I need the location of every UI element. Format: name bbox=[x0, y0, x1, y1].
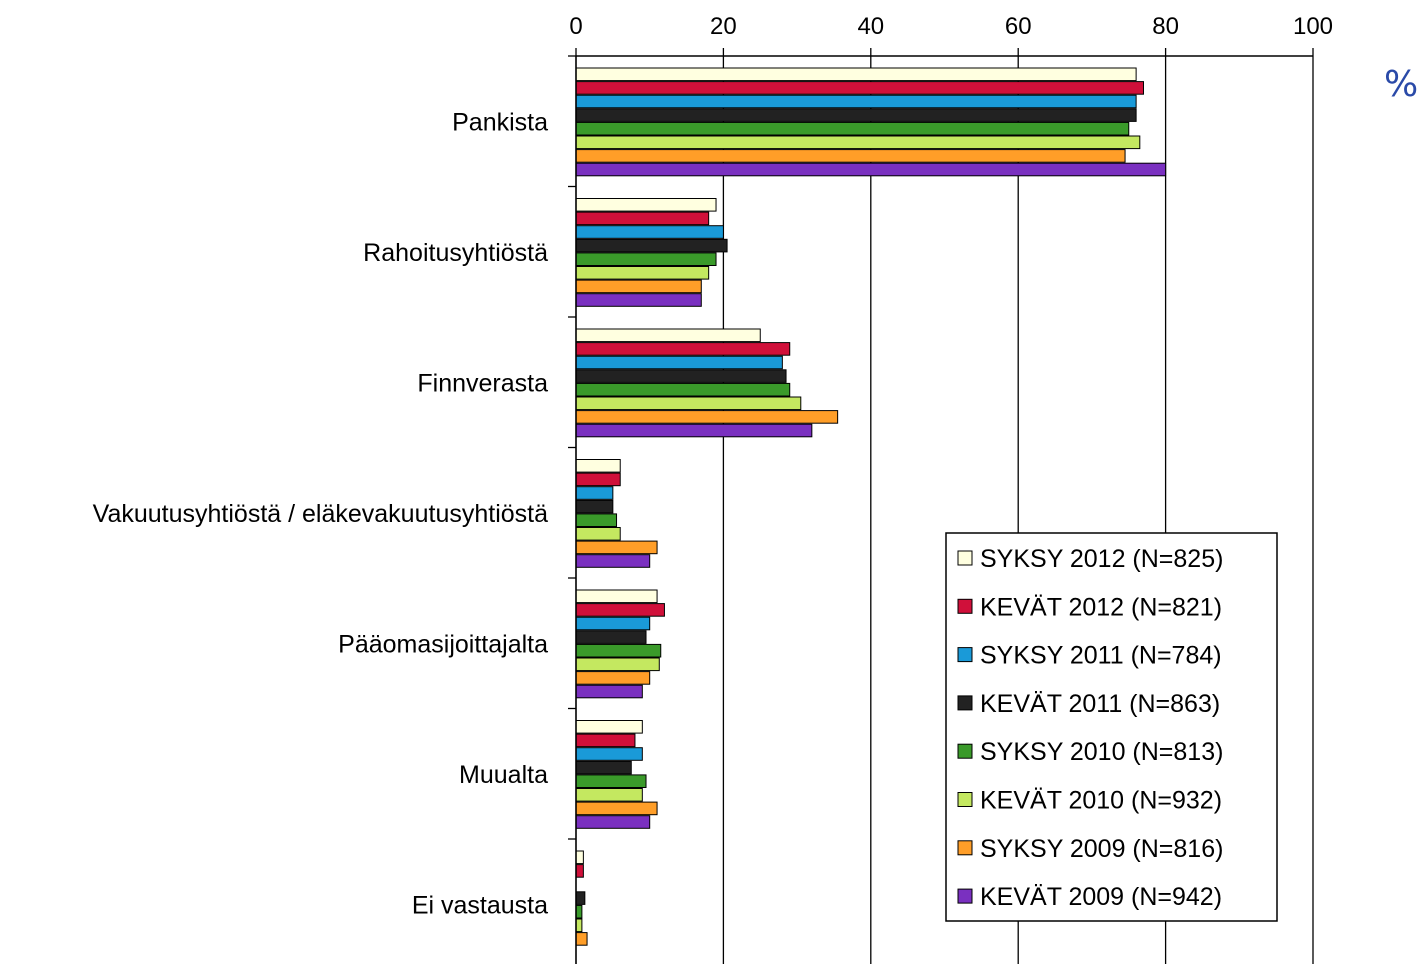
legend-swatch bbox=[957, 647, 973, 663]
bar bbox=[575, 472, 621, 487]
legend-swatch bbox=[957, 840, 973, 856]
bars bbox=[575, 67, 1167, 946]
bar bbox=[575, 932, 588, 946]
legend-swatch bbox=[957, 695, 973, 711]
bar bbox=[575, 81, 1144, 95]
bar bbox=[575, 540, 658, 555]
legend-entry: KEVÄT 2010 (N=932) bbox=[980, 787, 1222, 815]
bar bbox=[575, 801, 658, 816]
x-tick-label: 0 bbox=[569, 13, 582, 40]
legend-entry: SYKSY 2010 (N=813) bbox=[980, 738, 1223, 766]
bar bbox=[575, 589, 658, 604]
bar bbox=[575, 603, 665, 617]
legend-entry: KEVÄT 2011 (N=863) bbox=[980, 690, 1220, 718]
bar bbox=[575, 293, 702, 307]
legend-entry: SYKSY 2011 (N=784) bbox=[980, 642, 1222, 670]
legend-swatch bbox=[957, 743, 973, 759]
bar bbox=[575, 121, 1130, 136]
bar bbox=[575, 788, 643, 802]
bar bbox=[575, 342, 791, 356]
bar bbox=[575, 211, 710, 226]
category-label: Finnverasta bbox=[417, 369, 548, 397]
bar bbox=[575, 891, 586, 905]
bar bbox=[575, 198, 717, 212]
bar bbox=[575, 108, 1137, 122]
bar bbox=[575, 396, 802, 411]
legend: SYKSY 2012 (N=825) KEVÄT 2012 (N=821) SYKS… bbox=[945, 532, 1278, 922]
bar bbox=[575, 720, 643, 734]
bar bbox=[575, 67, 1137, 82]
bar bbox=[575, 135, 1141, 150]
category-label: Vakuutusyhtiöstä / eläkevakuutusyhtiöstä bbox=[93, 500, 548, 528]
bar bbox=[575, 747, 643, 761]
bar bbox=[575, 423, 813, 438]
category-label: Pääomasijoittajalta bbox=[338, 630, 548, 658]
bar bbox=[575, 684, 643, 699]
bar bbox=[575, 904, 583, 919]
bar bbox=[575, 918, 583, 933]
x-tick-label: 100 bbox=[1293, 13, 1333, 40]
category-label: Pankista bbox=[452, 108, 548, 136]
bar bbox=[575, 369, 787, 383]
bar bbox=[575, 527, 621, 541]
bar bbox=[575, 815, 651, 829]
category-label: Ei vastausta bbox=[412, 891, 548, 919]
x-tick-label: 20 bbox=[710, 13, 737, 40]
bar bbox=[575, 238, 728, 253]
legend-entry: SYKSY 2009 (N=816) bbox=[980, 835, 1223, 863]
bar bbox=[575, 162, 1167, 177]
percent-unit-label: % bbox=[1384, 64, 1419, 105]
legend-box bbox=[945, 532, 1278, 922]
legend-swatch bbox=[957, 888, 973, 904]
bar bbox=[575, 864, 584, 878]
legend-swatch bbox=[957, 598, 973, 614]
bar bbox=[575, 328, 761, 343]
bar bbox=[575, 630, 647, 644]
legend-entry: KEVÄT 2009 (N=942) bbox=[980, 883, 1222, 911]
bar bbox=[575, 499, 614, 514]
category-label: Muualta bbox=[459, 761, 548, 789]
bar bbox=[575, 459, 621, 473]
x-tick-label: 60 bbox=[1005, 13, 1032, 40]
bar bbox=[575, 513, 618, 528]
bar bbox=[575, 671, 651, 685]
x-tick-label: 40 bbox=[857, 13, 884, 40]
legend-entry: KEVÄT 2012 (N=821) bbox=[980, 593, 1222, 621]
legend-swatch bbox=[957, 550, 973, 566]
axes bbox=[568, 48, 1314, 964]
bar bbox=[575, 733, 636, 748]
bar bbox=[575, 279, 702, 294]
bar bbox=[575, 850, 584, 865]
bar bbox=[575, 760, 632, 775]
category-label: Rahoitusyhtiöstä bbox=[363, 239, 548, 267]
bar bbox=[575, 410, 839, 424]
tick-labels: 0 20 40 60 80 100 bbox=[569, 13, 1333, 40]
bar bbox=[575, 266, 710, 280]
bar bbox=[575, 94, 1137, 109]
legend-swatch bbox=[957, 792, 973, 807]
x-tick-label: 80 bbox=[1152, 13, 1179, 40]
bar bbox=[575, 486, 614, 500]
bar bbox=[575, 355, 783, 370]
bar bbox=[575, 774, 647, 789]
legend-entry: SYKSY 2012 (N=825) bbox=[980, 545, 1223, 573]
bar bbox=[575, 657, 660, 672]
bar bbox=[575, 616, 651, 631]
bar bbox=[575, 382, 791, 397]
category-labels: Pankista Rahoitusyhtiöstä Finnverasta Vakuu… bbox=[93, 108, 548, 919]
bar bbox=[575, 225, 724, 239]
bar bbox=[575, 643, 662, 658]
bar bbox=[575, 149, 1126, 163]
bar bbox=[575, 554, 651, 568]
bar bbox=[575, 252, 717, 266]
